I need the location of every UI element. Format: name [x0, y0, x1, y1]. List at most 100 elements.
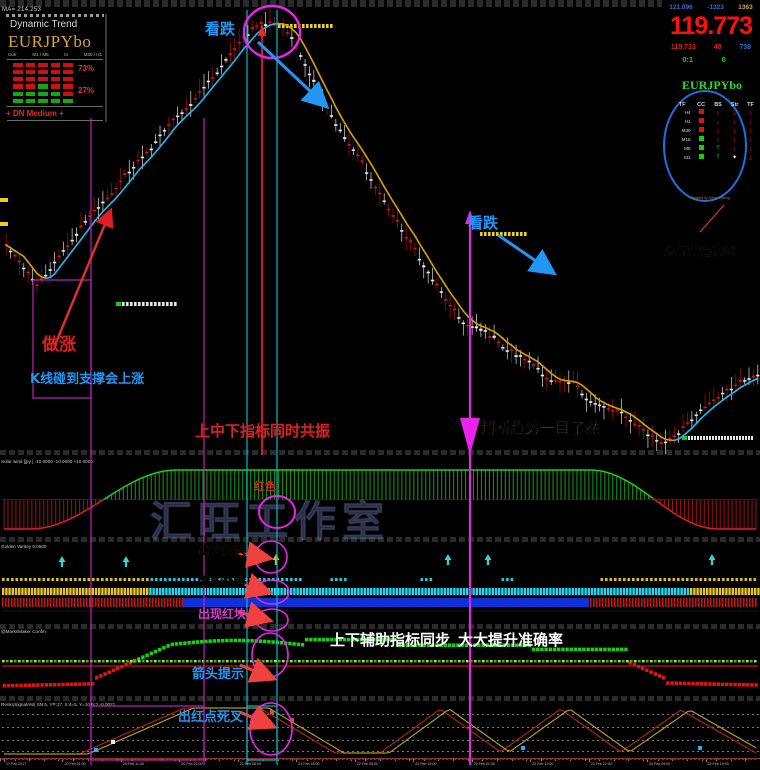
mtf-cell-str: ✦	[732, 154, 738, 161]
mtf-cell-bs: ⤒	[716, 154, 720, 161]
time-axis-minor-tick	[555, 759, 557, 761]
dt-heat-cell	[12, 62, 24, 69]
time-axis-minor-tick	[380, 759, 381, 761]
mtf-cell-bs: ⤓	[716, 118, 720, 125]
time-axis-minor-tick	[233, 759, 235, 761]
dt-heat-cell	[62, 83, 74, 90]
time-axis-minor-tick	[496, 759, 498, 761]
dt-heat-cell	[49, 69, 62, 76]
time-axis-minor-tick	[321, 759, 323, 761]
time-axis-minor-tick	[277, 759, 279, 761]
price-range: 1363	[738, 4, 753, 11]
mtf-cell-bs: ⤒	[716, 145, 720, 152]
dt-heat-cell	[49, 90, 62, 97]
time-axis-label: 20 Feb 01:00	[64, 762, 86, 766]
time-axis-minor-tick	[248, 759, 250, 761]
divider-line	[7, 59, 103, 60]
annotation-accuracy-boost: 大大提升准确率	[458, 631, 564, 649]
mtf-row-label: M5	[684, 146, 691, 151]
dt-heat-cell	[24, 62, 37, 69]
divider-line-3	[7, 120, 103, 121]
multi-timeframe-panel: EURJPYbo TF CC BS Str TF H4 ⤓ ⤓ ⤓ H1 ⤓ ⤓ ⤓ M30 ⤓ ⤓ ⤓ M15…	[662, 78, 758, 206]
time-axis-minor-tick	[540, 759, 542, 761]
mtf-cell-str: ⤓	[733, 136, 736, 143]
time-axis[interactable]: 17 Feb 2017 20 Feb 01:00 20 Feb 11:00 20 Fe…	[0, 758, 760, 770]
volume-value: 738	[739, 44, 752, 51]
time-axis-tick	[471, 759, 473, 762]
mtf-row-label: M1	[684, 155, 691, 160]
annotation-lower-sync: 上下辅助指标同步	[330, 631, 451, 649]
time-axis-label: 22 Feb 05:00	[356, 762, 378, 766]
mtf-table-head: TF CC BS Str TF	[672, 102, 758, 108]
time-axis-minor-tick	[467, 759, 469, 761]
time-axis-minor-tick	[131, 759, 133, 761]
mtf-cell-tf2: ⤓	[749, 118, 752, 125]
mtf-cell-tf2: ⤓	[749, 136, 752, 143]
dt-heat-cell	[12, 76, 24, 83]
mtf-row-label: H4	[684, 110, 691, 115]
time-axis-tick	[354, 759, 356, 762]
dynamic-trend-columns: Curr M1 / M5 to M30 / H1	[8, 52, 102, 57]
time-axis-minor-tick	[336, 759, 338, 761]
dt-heat-cell	[37, 90, 49, 97]
dt-heat-cell	[24, 83, 37, 90]
solar-wind-label: Solar wind [jpy ] -10.0000 -10.0000 +10.…	[1, 459, 93, 464]
mtf-row-m30: M30 ⤓ ⤓ ⤓	[672, 126, 758, 135]
dt-col-0: Curr	[8, 52, 17, 57]
time-axis-minor-tick	[701, 759, 703, 761]
time-axis-minor-tick	[716, 759, 718, 761]
dt-heat-cell	[49, 76, 62, 83]
annotation-yellow-arrow: 出黄箭头	[198, 543, 247, 557]
annotation-resonance-note: 上中下指标同时共振	[195, 422, 331, 440]
mtf-cell-str: ⤓	[733, 145, 736, 152]
time-axis-label: 23 Feb 12:00	[532, 762, 554, 766]
annotation-trend-clear: 判断趋势一目了然	[480, 419, 601, 437]
dt-col-1: M1 / M5	[32, 52, 49, 57]
ask-price: 119.733	[670, 44, 696, 51]
mtf-cell-bs: ⤓	[716, 136, 720, 143]
dt-heat-cell	[37, 97, 49, 104]
mtf-col-bs: BS	[714, 102, 722, 108]
time-axis-label: 21 Feb 08:00	[239, 762, 262, 766]
mtf-table-body: H4 ⤓ ⤓ ⤓ H1 ⤓ ⤓ ⤓ M30 ⤓ ⤓ ⤓ M15 ⤓ ⤓ ⤓ M5 ⤒ ⤓ ⤓ M1 ⤒ ✦ ⤓	[672, 108, 758, 162]
dt-heat-cell	[37, 76, 49, 83]
time-axis-minor-tick	[29, 759, 31, 761]
time-axis-minor-tick	[423, 759, 425, 761]
time-axis-tick	[647, 759, 649, 762]
dt-heat-cell	[62, 76, 74, 83]
divider-line-2	[7, 106, 103, 107]
time-axis-label: 20 Feb 11:00	[122, 762, 144, 766]
time-axis-minor-tick	[87, 759, 89, 761]
time-axis-minor-tick	[730, 759, 732, 761]
time-axis-minor-tick	[394, 759, 396, 761]
pane-separator-3	[0, 624, 760, 629]
time-axis-label: 17 Feb 2017	[6, 762, 27, 766]
dt-heat-cell	[62, 97, 74, 104]
mtf-row-m15: M15 ⤓ ⤓ ⤓	[672, 135, 758, 144]
dt-heat-cell	[12, 97, 24, 104]
mtf-cell-str: ⤓	[733, 118, 736, 125]
time-axis-minor-tick	[438, 759, 440, 761]
mtf-circle-outline	[663, 90, 747, 202]
time-axis-minor-tick	[526, 759, 528, 761]
time-axis-minor-tick	[409, 759, 411, 761]
time-axis-label: 24 Feb 09:00	[649, 762, 671, 766]
annotation-mtf-chart-note: 多周期趋势图	[663, 244, 736, 258]
mtf-row-m1: M1 ⤒ ✦ ⤓	[672, 153, 758, 162]
time-axis-tick	[296, 759, 298, 762]
panel-divider	[6, 14, 104, 17]
dt-heat-cell	[37, 83, 49, 90]
mtf-row-m5: M5 ⤒ ⤓ ⤓	[672, 144, 758, 153]
marksmaker-label: @MarksMaker Confm	[1, 629, 46, 634]
time-axis-minor-tick	[219, 759, 221, 761]
mtf-row-label: M30	[681, 128, 691, 133]
time-axis-minor-tick	[628, 759, 630, 761]
time-axis-label: 23 Feb 01:00	[473, 762, 495, 766]
dt-heat-cell	[24, 90, 37, 97]
dt-col-2: to	[64, 52, 69, 57]
mtf-cell-cc	[693, 153, 710, 162]
dt-heat-cell	[37, 69, 49, 76]
dt-heat-cell	[62, 69, 74, 76]
dynamic-trend-pct-top: 73%	[78, 64, 95, 73]
price-row-mid: 119.733 40 738	[662, 44, 760, 51]
